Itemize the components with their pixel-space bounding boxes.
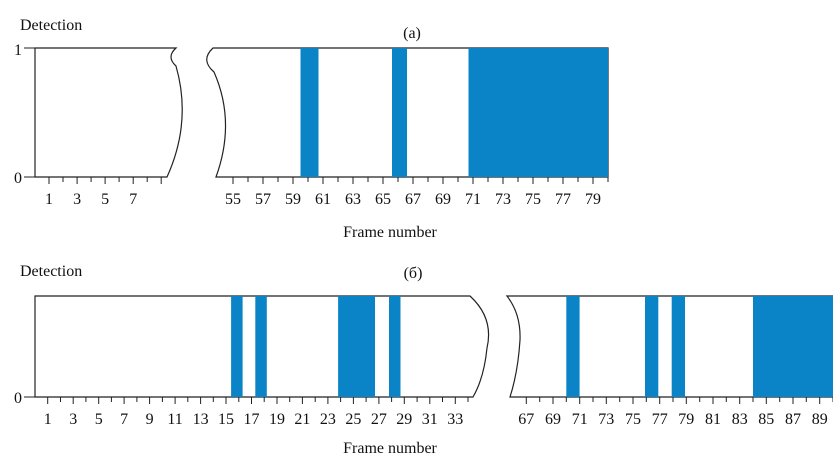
xtick-label-b-15: 15: [218, 411, 234, 428]
xtick-label-b-1: 1: [44, 411, 52, 428]
panel-a-xlabel: Frame number: [343, 224, 437, 241]
panel-b: Detection (б) 0 1 3 5 7 9 11 13 15 17 19 21 23 25 27 2…: [14, 263, 833, 457]
xtick-label-b-85: 85: [758, 411, 774, 428]
panel-b-ylabel: Detection: [20, 263, 82, 280]
panel-b-left-frame: [34, 295, 490, 398]
xtick-label-b-67: 67: [518, 411, 534, 428]
xtick-label-b-33: 33: [447, 411, 463, 428]
panel-a-right-frame: [206, 47, 609, 178]
panel-a-left-frame: [34, 47, 183, 178]
xtick-label-b-17: 17: [244, 411, 260, 428]
xtick-label-b-79: 79: [678, 411, 694, 428]
panel-a-xticks: 1 3 5 7 55 57 59 61 63 65 67 69 71 73 75 77 79: [45, 177, 609, 208]
panel-a-ytick-1: 1: [14, 42, 22, 59]
detection-bar-a-3: [468, 48, 608, 177]
xtick-label-a-65: 65: [375, 191, 391, 208]
xtick-label-b-73: 73: [598, 411, 614, 428]
xtick-label-a-5: 5: [101, 191, 109, 208]
panel-a-ytick-0: 0: [14, 170, 22, 187]
xtick-label-b-9: 9: [146, 411, 154, 428]
panel-b-detections: [231, 296, 833, 397]
xtick-label-b-23: 23: [320, 411, 336, 428]
panel-b-xlabel: Frame number: [343, 440, 437, 457]
xtick-label-a-55: 55: [225, 191, 241, 208]
xtick-label-b-11: 11: [167, 411, 182, 428]
xtick-label-b-7: 7: [120, 411, 128, 428]
detection-bar-b-3: [338, 296, 375, 397]
xtick-label-b-29: 29: [396, 411, 412, 428]
detection-bar-b-7: [671, 296, 685, 397]
panel-a-title: (a): [403, 25, 421, 42]
panel-b-xticks: 1 3 5 7 9 11 13 15 17 19 21 23 25 27 29 31 33 67 69 71 73 75 7…: [44, 397, 833, 428]
xtick-label-a-69: 69: [435, 191, 451, 208]
xtick-label-a-71: 71: [465, 191, 481, 208]
xtick-label-b-31: 31: [422, 411, 438, 428]
detection-bar-a-2: [392, 48, 407, 177]
xtick-label-a-3: 3: [73, 191, 81, 208]
panel-a: Detection (a) 1 0 1 3 5 7 55 57 59 61 63 65 67 69 71…: [14, 17, 609, 241]
xtick-label-b-3: 3: [69, 411, 77, 428]
panel-a-ylabel: Detection: [20, 17, 82, 34]
xtick-label-a-63: 63: [345, 191, 361, 208]
detection-bar-b-2: [255, 296, 267, 397]
xtick-label-b-89: 89: [812, 411, 828, 428]
xtick-label-a-73: 73: [495, 191, 511, 208]
xtick-label-b-19: 19: [269, 411, 285, 428]
detection-bar-b-1: [231, 296, 243, 397]
xtick-label-b-13: 13: [193, 411, 209, 428]
panel-b-title: (б): [404, 265, 423, 282]
panel-b-ytick-0: 0: [14, 390, 22, 407]
detection-bar-b-8: [753, 296, 833, 397]
xtick-label-a-7: 7: [129, 191, 137, 208]
xtick-label-a-61: 61: [315, 191, 331, 208]
xtick-label-b-77: 77: [652, 411, 668, 428]
detection-bar-a-1: [300, 48, 319, 177]
panel-a-detections: [300, 48, 608, 177]
detection-bar-b-6: [645, 296, 659, 397]
xtick-label-b-25: 25: [345, 411, 361, 428]
panel-b-right-frame: [505, 295, 833, 398]
xtick-label-a-77: 77: [555, 191, 571, 208]
xtick-label-a-75: 75: [525, 191, 541, 208]
xtick-label-b-21: 21: [294, 411, 310, 428]
xtick-label-b-75: 75: [625, 411, 641, 428]
xtick-label-b-27: 27: [371, 411, 387, 428]
detection-bar-b-4: [389, 296, 401, 397]
xtick-label-b-71: 71: [572, 411, 588, 428]
xtick-label-a-59: 59: [285, 191, 301, 208]
xtick-label-b-69: 69: [545, 411, 561, 428]
detection-bar-b-5: [566, 296, 580, 397]
xtick-label-a-57: 57: [255, 191, 271, 208]
xtick-label-a-1: 1: [45, 191, 53, 208]
xtick-label-a-79: 79: [585, 191, 601, 208]
xtick-label-b-5: 5: [95, 411, 103, 428]
xtick-label-b-87: 87: [785, 411, 801, 428]
xtick-label-b-81: 81: [705, 411, 721, 428]
xtick-label-a-67: 67: [405, 191, 421, 208]
xtick-label-b-83: 83: [732, 411, 748, 428]
